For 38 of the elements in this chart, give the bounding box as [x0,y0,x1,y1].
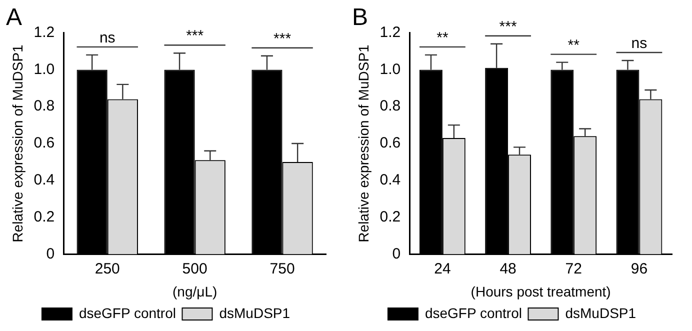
x-tick-label: 48 [500,260,516,278]
legend-label: dseGFP control [78,304,176,321]
y-tick-label: 0.8 [34,98,55,115]
annotation: ns [631,35,648,52]
annotation: ** [568,36,580,54]
y-tick-label: 1.2 [380,24,401,41]
y-tick-label: 0.8 [380,98,401,115]
chart-title: B [352,4,368,32]
x-axis-title: (ng/μL) [172,283,218,300]
legend-label: dseGFP control [424,304,522,321]
annotation: *** [499,18,517,36]
annotation: ** [436,30,448,47]
x-axis-title: (Hours post treatment) [470,283,611,300]
y-tick-label: 0.4 [34,172,55,189]
y-tick-label: 1.0 [34,60,55,78]
legend-label: dsMuDSP1 [219,304,290,321]
y-axis-title: Relative expression of MuDSP1 [355,44,372,242]
y-tick-label: 1.0 [380,60,401,78]
annotation: *** [186,28,204,45]
annotation: *** [274,30,292,48]
x-tick-label: 96 [630,260,648,278]
y-axis-title: Relative expression of MuDSP1 [9,44,26,242]
chart-title: A [6,4,22,32]
annotation: ns [99,30,116,47]
y-tick-label: 1.2 [34,24,55,41]
x-tick-label: 24 [434,260,451,278]
y-tick-label: 0.4 [380,172,401,189]
y-tick-label: 0.2 [380,208,401,226]
x-tick-label: 750 [270,260,295,278]
y-tick-label: 0.6 [380,134,401,152]
y-tick-label: 0 [46,245,55,262]
y-tick-label: 0.6 [34,134,55,152]
x-tick-label: 500 [182,260,208,278]
x-tick-label: 250 [94,260,120,278]
y-tick-label: 0 [392,245,401,262]
x-tick-label: 72 [565,260,582,278]
y-tick-label: 0.2 [34,208,55,226]
legend-label: dsMuDSP1 [565,304,636,321]
